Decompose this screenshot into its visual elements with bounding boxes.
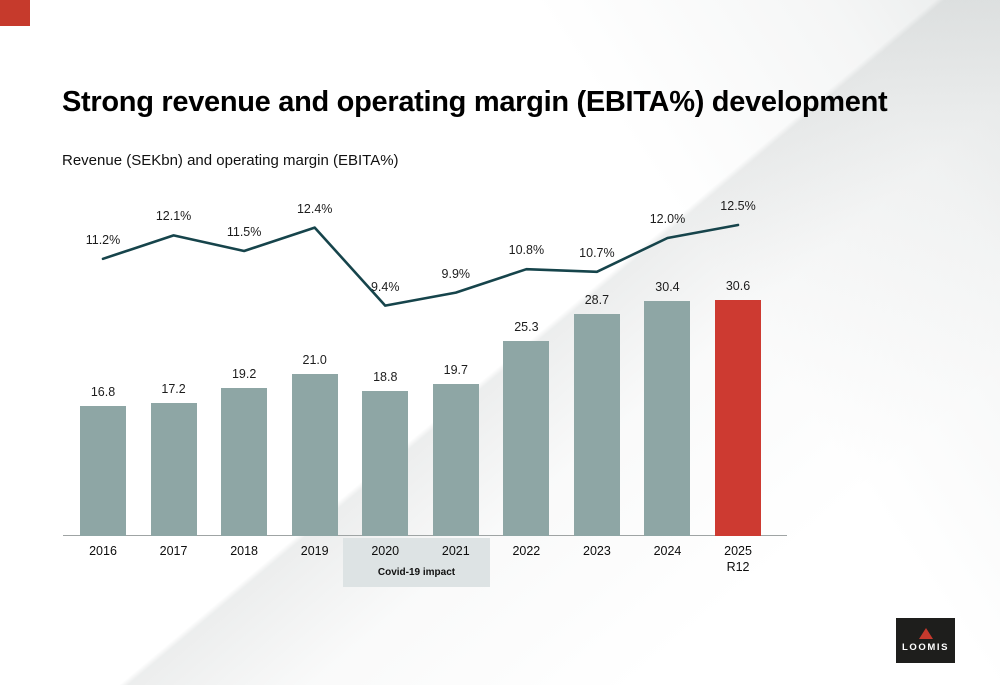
pct-label-2016: 11.2% [85,232,121,247]
loomis-logo: LOOMIS [896,618,955,663]
bar-2019 [291,373,338,536]
bar-value-label-2019: 21.0 [302,352,327,367]
covid-impact-box: Covid-19 impact [343,538,490,587]
x-axis-label-2024: 2024 [653,544,682,558]
bar-value-label-2022: 25.3 [514,319,539,334]
x-axis-label-2020: 2020 [371,544,400,558]
bar-2017 [150,403,197,536]
pct-label-2019: 12.4% [296,201,333,216]
x-axis-label-2017: 2017 [159,544,188,558]
bar-value-label-2023: 28.7 [584,293,610,308]
x-axis-label-2021: 2021 [441,544,470,558]
bar-value-label-2018: 19.2 [231,366,257,381]
covid-impact-label: Covid-19 impact [377,567,456,578]
x-axis-line [63,535,787,536]
pct-label-2017: 12.1% [155,209,192,224]
x-axis-label-2023: 2023 [583,544,611,558]
x-axis-sublabel-2025: R12 [726,560,750,574]
page-title: Strong revenue and operating margin (EBI… [62,86,888,118]
bar-2016 [80,406,126,536]
x-axis-label-2022: 2022 [512,544,541,558]
x-axis-label-2016: 2016 [89,544,117,558]
bar-2020 [362,390,409,536]
corner-accent [0,0,30,26]
pct-label-2020: 9.4% [370,279,400,294]
bar-2024 [644,301,691,536]
x-axis-label-2019: 2019 [300,544,329,558]
x-axis-label-2018: 2018 [230,544,259,558]
x-axis-label-2025: 2025 [724,544,752,558]
pct-label-2023: 10.7% [579,245,615,260]
bar-2021 [432,383,479,536]
bar-value-label-2020: 18.8 [373,369,398,384]
bar-value-label-2024: 30.4 [655,280,680,295]
logo-triangle-icon [918,628,933,640]
pct-label-2021: 9.9% [441,266,471,281]
pct-label-2022: 10.8% [508,243,545,258]
bar-value-label-2016: 16.8 [90,385,116,400]
pct-label-2018: 11.5% [226,225,262,239]
bar-2018 [221,387,268,536]
bar-2025 [715,299,762,536]
chart-subtitle: Revenue (SEKbn) and operating margin (EB… [62,152,399,169]
pct-label-2025: 12.5% [720,199,756,213]
bar-2023 [573,314,620,536]
bar-2022 [503,340,550,536]
pct-label-2024: 12.0% [649,212,686,226]
bar-value-label-2021: 19.7 [443,362,468,377]
bar-value-label-2025: 30.6 [725,278,751,293]
bar-value-label-2017: 17.2 [161,382,186,397]
logo-text: LOOMIS [901,642,950,654]
